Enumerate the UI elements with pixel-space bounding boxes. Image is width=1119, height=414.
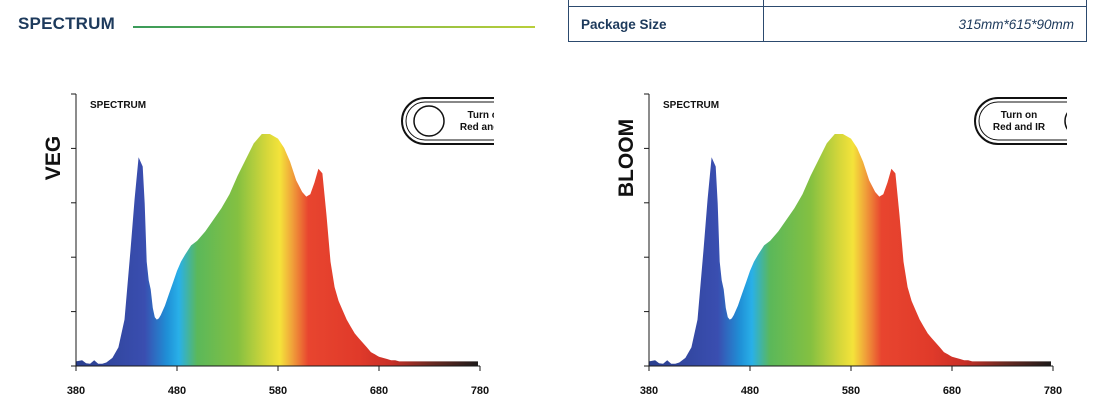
x-tick-label: 780 bbox=[1044, 385, 1062, 397]
x-tick-label: 780 bbox=[471, 385, 489, 397]
spec-key: Package Size bbox=[568, 6, 764, 42]
toggle-label-line1: Turn on bbox=[1001, 110, 1037, 121]
x-tick-label: 680 bbox=[943, 385, 961, 397]
x-tick-label: 580 bbox=[842, 385, 860, 397]
spectrum-chart-veg: 380 480 580 680 780 SPECTRUM VEG Turn offRed an… bbox=[42, 93, 494, 397]
inner-chart-title: SPECTRUM bbox=[663, 100, 719, 111]
x-tick-label: 380 bbox=[640, 385, 658, 397]
spectrum-area bbox=[76, 134, 478, 366]
section-underline bbox=[133, 26, 535, 28]
red-ir-toggle[interactable]: Turn offRed and IR bbox=[401, 97, 494, 145]
toggle-outer-pill[interactable] bbox=[974, 97, 1067, 145]
inner-chart-title: SPECTRUM bbox=[90, 100, 146, 111]
mode-label: VEG bbox=[42, 136, 65, 180]
toggle-inner-pill bbox=[978, 101, 1067, 141]
section-title: SPECTRUM bbox=[18, 14, 115, 33]
x-tick-label: 480 bbox=[168, 385, 186, 397]
toggle-label-line2: Red and IR bbox=[460, 122, 494, 133]
x-tick-label: 380 bbox=[67, 385, 85, 397]
x-tick-label: 480 bbox=[741, 385, 759, 397]
toggle-inner-pill bbox=[405, 101, 494, 141]
toggle-label-line2: Red and IR bbox=[993, 122, 1046, 133]
mode-label: BLOOM bbox=[615, 119, 638, 197]
toggle-knob[interactable] bbox=[413, 105, 445, 137]
spec-table: Package Size 315mm*615*90mm bbox=[568, 0, 1087, 42]
spectrum-area bbox=[649, 134, 1051, 366]
x-tick-label: 680 bbox=[370, 385, 388, 397]
toggle-label-line1: Turn off bbox=[467, 110, 494, 121]
toggle-knob[interactable] bbox=[1064, 106, 1067, 136]
x-tick-label: 580 bbox=[269, 385, 287, 397]
spec-value: 315mm*615*90mm bbox=[763, 6, 1087, 42]
spec-row: Package Size 315mm*615*90mm bbox=[568, 6, 1087, 42]
